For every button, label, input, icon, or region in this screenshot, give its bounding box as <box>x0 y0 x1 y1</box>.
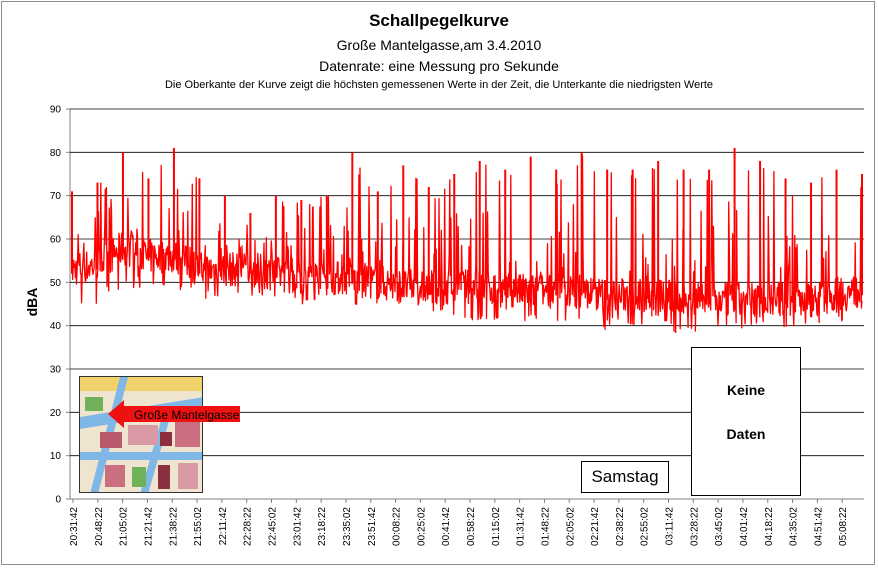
sound-level-line <box>71 155 863 334</box>
x-axis-ticks: 20:31:42 20:48:22 21:05:02 21:21:42 21:38:22… <box>69 499 849 546</box>
y-tick-label: 50 <box>50 278 62 289</box>
y-tick-label: 60 <box>50 235 62 246</box>
x-tick-label: 21:55:02 <box>193 507 204 546</box>
x-tick-label: 23:18:22 <box>317 507 328 546</box>
x-tick-label: 02:38:22 <box>615 507 626 546</box>
x-tick-label: 00:08:22 <box>392 507 403 546</box>
x-tick-label: 01:15:02 <box>491 507 502 546</box>
x-tick-label: 04:18:22 <box>764 507 775 546</box>
x-tick-label: 04:01:42 <box>739 507 750 546</box>
x-tick-label: 01:48:22 <box>540 507 551 546</box>
chart-title: Schallpegelkurve <box>369 11 509 30</box>
y-tick-label: 30 <box>50 365 62 376</box>
y-tick-label: 20 <box>50 408 62 419</box>
chart-subtitle-explanation: Die Oberkante der Kurve zeigt die höchst… <box>164 79 714 91</box>
x-tick-label: 04:51:42 <box>813 507 824 546</box>
y-axis-ticks: 0 10 20 30 40 50 60 70 80 90 <box>50 105 70 506</box>
x-tick-label: 22:45:02 <box>268 507 279 546</box>
no-data-box: Keine Daten <box>691 347 801 496</box>
chart-subtitle-datarate: Datenrate: eine Messung pro Sekunde <box>319 58 559 74</box>
chart-subtitle-location: Große Mantelgasse,am 3.4.2010 <box>336 37 542 53</box>
location-map-inset <box>79 376 203 493</box>
x-tick-label: 22:11:42 <box>218 507 229 546</box>
x-tick-label: 21:05:02 <box>119 507 130 546</box>
x-tick-label: 23:35:02 <box>342 507 353 546</box>
location-arrow-label: Große Mantelgasse <box>134 408 240 422</box>
x-tick-label: 03:11:42 <box>665 507 676 546</box>
x-tick-label: 22:28:22 <box>243 507 254 546</box>
x-tick-label: 23:51:42 <box>367 507 378 546</box>
x-tick-label: 02:55:02 <box>640 507 651 546</box>
x-tick-label: 00:25:02 <box>416 507 427 546</box>
x-tick-label: 21:21:42 <box>143 507 154 546</box>
x-tick-label: 23:01:42 <box>292 507 303 546</box>
y-tick-label: 10 <box>50 451 62 462</box>
x-tick-label: 00:41:42 <box>441 507 452 546</box>
y-tick-label: 80 <box>50 148 62 159</box>
x-tick-label: 02:21:42 <box>590 507 601 546</box>
x-tick-label: 20:31:42 <box>69 507 80 546</box>
x-tick-label: 20:48:22 <box>94 507 105 546</box>
y-tick-label: 40 <box>50 321 62 332</box>
x-tick-label: 02:05:02 <box>565 507 576 546</box>
x-tick-label: 05:08:22 <box>838 507 849 546</box>
street-map-image <box>80 377 202 492</box>
y-tick-label: 70 <box>50 191 62 202</box>
no-data-label-line1: Keine <box>726 382 766 398</box>
x-tick-label: 21:38:22 <box>168 507 179 546</box>
no-data-label-line2: Daten <box>726 426 766 442</box>
day-label-box: Samstag <box>581 461 669 493</box>
y-tick-label: 0 <box>55 495 61 506</box>
y-tick-label: 90 <box>50 105 62 116</box>
x-tick-label: 03:45:02 <box>714 507 725 546</box>
x-tick-label: 01:31:42 <box>516 507 527 546</box>
location-arrow: Große Mantelgasse <box>108 400 240 428</box>
x-tick-label: 00:58:22 <box>466 507 477 546</box>
y-axis-label: dBA <box>24 288 40 317</box>
day-label: Samstag <box>591 467 659 486</box>
x-tick-label: 03:28:22 <box>689 507 700 546</box>
sound-level-series <box>71 148 863 334</box>
x-tick-label: 04:35:02 <box>789 507 800 546</box>
